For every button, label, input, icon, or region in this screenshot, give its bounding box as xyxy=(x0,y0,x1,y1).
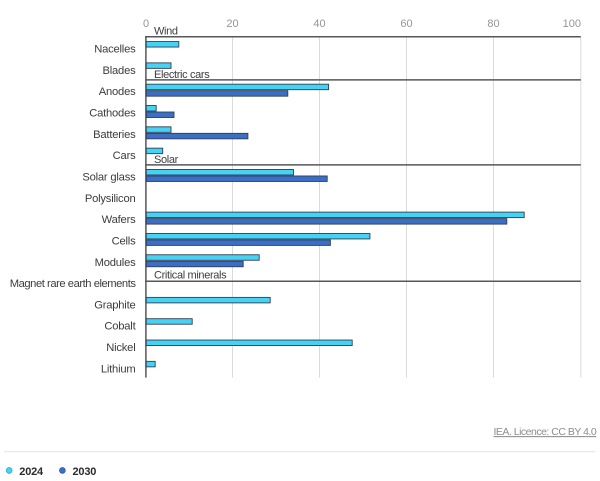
svg-text:Wafers: Wafers xyxy=(102,214,136,226)
svg-text:Nickel: Nickel xyxy=(106,342,135,354)
svg-text:Anodes: Anodes xyxy=(99,86,136,98)
svg-text:Polysilicon: Polysilicon xyxy=(85,193,136,205)
svg-text:Solar glass: Solar glass xyxy=(82,171,136,183)
svg-text:Blades: Blades xyxy=(102,65,136,77)
svg-text:Cobalt: Cobalt xyxy=(104,321,136,333)
svg-text:Cathodes: Cathodes xyxy=(89,108,136,120)
svg-text:0: 0 xyxy=(143,18,149,30)
svg-text:Cars: Cars xyxy=(113,150,136,162)
svg-text:Solar: Solar xyxy=(154,154,179,166)
svg-text:60: 60 xyxy=(400,18,412,30)
svg-text:80: 80 xyxy=(487,18,499,30)
svg-text:Lithium: Lithium xyxy=(101,363,136,375)
svg-text:Nacelles: Nacelles xyxy=(94,44,136,56)
svg-text:IEA. Licence: CC BY 4.0: IEA. Licence: CC BY 4.0 xyxy=(493,426,596,438)
svg-text:Magnet rare earth elements: Magnet rare earth elements xyxy=(10,278,137,290)
svg-text:Batteries: Batteries xyxy=(93,129,136,141)
svg-text:100: 100 xyxy=(563,18,581,30)
svg-text:Wind: Wind xyxy=(154,26,178,38)
svg-text:Modules: Modules xyxy=(95,257,136,269)
svg-text:2030: 2030 xyxy=(73,466,97,478)
svg-text:Electric cars: Electric cars xyxy=(154,69,210,81)
svg-text:20: 20 xyxy=(226,18,238,30)
svg-text:2024: 2024 xyxy=(19,466,44,478)
svg-text:Cells: Cells xyxy=(112,235,136,247)
svg-text:Critical minerals: Critical minerals xyxy=(154,270,227,282)
svg-text:40: 40 xyxy=(313,18,325,30)
svg-text:Graphite: Graphite xyxy=(94,299,135,311)
